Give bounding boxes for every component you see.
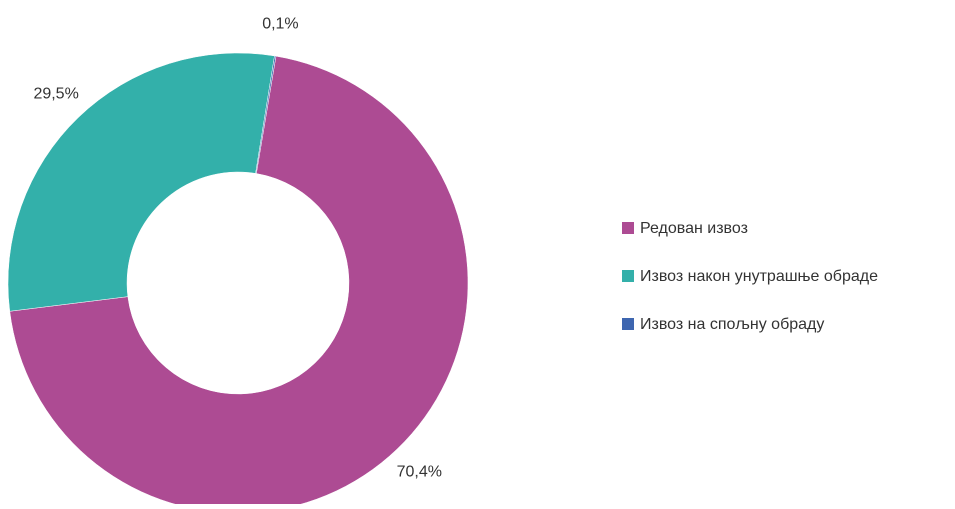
data-label: 0,1% xyxy=(262,16,298,33)
slice xyxy=(7,52,275,312)
slice xyxy=(255,55,277,174)
legend-swatch xyxy=(622,222,634,234)
legend-label: Извоз након унутрашње обраде xyxy=(640,268,878,285)
legend-label: Редован извоз xyxy=(640,220,748,237)
data-label: 70,4% xyxy=(397,463,442,480)
slice xyxy=(9,55,469,509)
data-label: 29,5% xyxy=(33,86,78,103)
legend-label: Извоз на спољну обраду xyxy=(640,316,824,333)
legend-swatch xyxy=(622,270,634,282)
legend-swatch xyxy=(622,318,634,330)
